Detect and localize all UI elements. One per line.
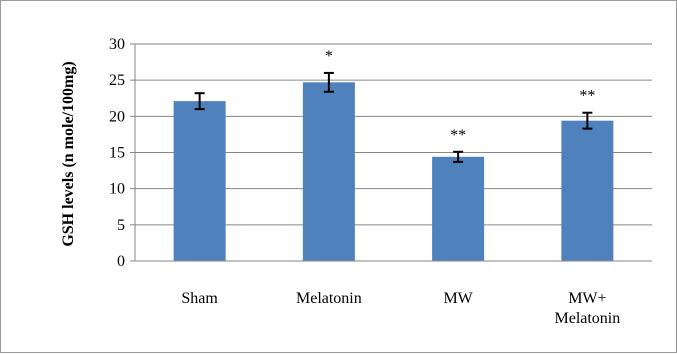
x-tick-labels: Sham Melatonin MW MW+ Melatonin [181,290,620,327]
y-tick-label: 5 [117,217,125,234]
axes [130,43,652,262]
significance-labels: ***** [325,48,596,144]
bar-mw [432,156,485,261]
bar-mw [561,120,614,261]
error-bars [194,71,593,163]
x-tick-label: MW+ Melatonin [554,290,620,327]
y-tick-label: 20 [109,108,125,125]
y-tick-label: 25 [109,72,125,89]
bars [173,82,614,261]
error-bar [453,150,464,163]
error-bar [194,92,205,111]
significance-label: ** [579,88,595,105]
error-bar [323,71,334,93]
y-tick-label: 10 [109,181,125,198]
y-axis-title: GSH levels (n mole/100mg) [60,61,77,246]
significance-label: ** [450,127,466,144]
x-tick-label: MW [443,290,473,307]
bar-sham [173,101,226,261]
y-tick-labels: 0 5 10 15 20 25 30 [109,36,125,270]
y-tick-label: 0 [117,253,125,270]
significance-label: * [325,48,333,65]
y-tick-label: 30 [109,36,125,53]
x-tick-label: Sham [181,290,218,307]
bar-melatonin [302,82,355,261]
x-tick-label: Melatonin [296,290,362,307]
error-bar [582,111,593,130]
y-tick-label: 15 [109,145,125,162]
